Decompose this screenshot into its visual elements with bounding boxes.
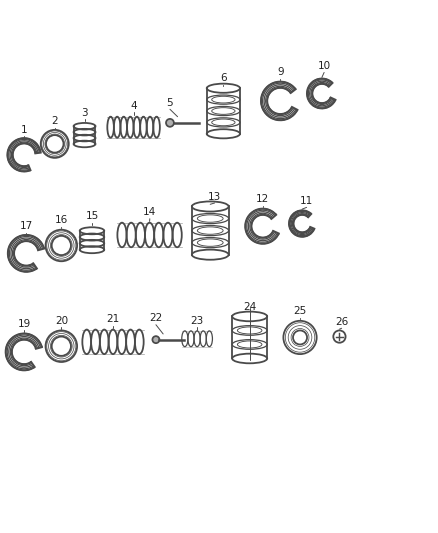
Text: 12: 12 xyxy=(256,195,269,204)
Text: 16: 16 xyxy=(55,215,68,225)
Text: 11: 11 xyxy=(300,196,313,206)
Text: 13: 13 xyxy=(208,192,221,201)
Text: 5: 5 xyxy=(166,98,173,108)
Text: 17: 17 xyxy=(20,221,33,231)
Text: 20: 20 xyxy=(55,316,68,326)
Text: 24: 24 xyxy=(243,302,256,312)
Text: 21: 21 xyxy=(106,314,120,324)
Text: 19: 19 xyxy=(18,319,31,329)
Text: 3: 3 xyxy=(81,108,88,118)
Text: 15: 15 xyxy=(85,212,99,221)
Text: 26: 26 xyxy=(335,317,348,327)
Text: 22: 22 xyxy=(149,313,162,324)
Text: 9: 9 xyxy=(277,67,284,77)
Text: 25: 25 xyxy=(293,306,307,317)
Text: 4: 4 xyxy=(130,101,137,111)
Text: 14: 14 xyxy=(143,207,156,217)
Text: 10: 10 xyxy=(318,61,331,71)
Text: 1: 1 xyxy=(21,125,28,135)
Circle shape xyxy=(166,119,174,127)
Text: 23: 23 xyxy=(191,316,204,326)
Text: 6: 6 xyxy=(220,74,227,84)
Circle shape xyxy=(152,336,159,343)
Text: 2: 2 xyxy=(51,116,58,126)
